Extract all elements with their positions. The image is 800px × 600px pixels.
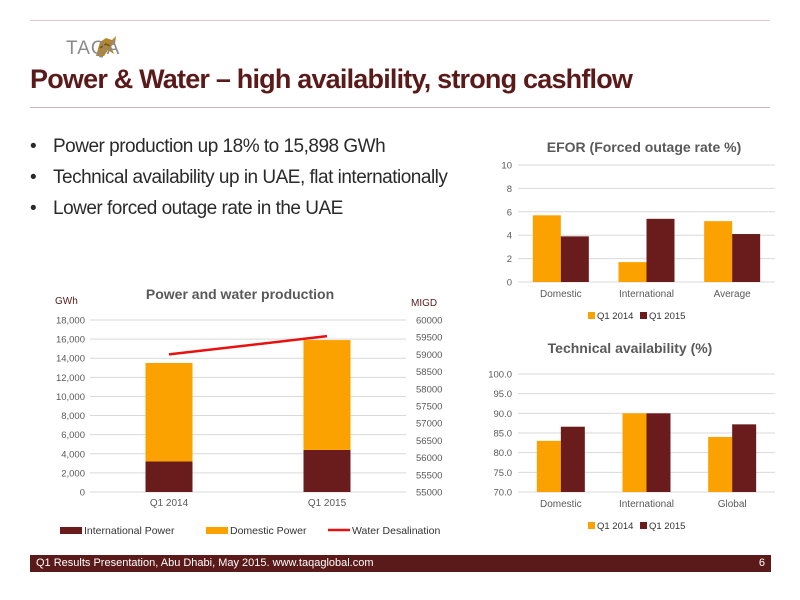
bullet-item: Power production up 18% to 15,898 GWh <box>30 136 447 158</box>
y-tick-right-label: 57000 <box>416 419 442 430</box>
x-tick-label: Global <box>718 499 747 510</box>
y-tick-label: 6 <box>507 207 512 218</box>
y-tick-left-label: 16,000 <box>56 335 85 346</box>
bar-q1-2015 <box>646 413 671 492</box>
legend-label: Q1 2014 <box>597 311 633 322</box>
line-water-desalination <box>168 334 328 356</box>
y-tick-label: 70.0 <box>494 488 513 499</box>
x-tick-label: Domestic <box>540 499 582 510</box>
y-tick-label: 2 <box>507 254 512 265</box>
page-number: 6 <box>758 557 765 569</box>
bar-international-power <box>145 461 193 492</box>
y-tick-left-label: 12,000 <box>56 373 85 384</box>
taqa-logo-icon <box>92 34 120 62</box>
y-tick-label: 10 <box>501 161 512 172</box>
bar-q1-2015 <box>560 236 589 282</box>
footer-bar: Q1 Results Presentation, Abu Dhabi, May … <box>30 555 771 572</box>
bar-q1-2015 <box>732 424 757 492</box>
y-tick-right-label: 59000 <box>416 350 442 361</box>
legend-swatch-icon <box>640 522 647 529</box>
y-axis-right-label: MIGD <box>411 298 437 309</box>
y-tick-left-label: 2,000 <box>61 468 85 479</box>
bar-q1-2014 <box>622 413 647 492</box>
chart-title: Power and water production <box>146 286 334 302</box>
bar-q1-2015 <box>732 234 761 282</box>
legend-label: Q1 2015 <box>649 521 685 532</box>
y-tick-right-label: 58000 <box>416 384 442 395</box>
x-tick-label: International <box>619 499 674 510</box>
bar-q1-2014 <box>708 436 733 492</box>
bar-q1-2014 <box>532 215 561 282</box>
legend-swatch-icon <box>588 312 595 319</box>
bar-q1-2014 <box>536 440 561 492</box>
bar-q1-2015 <box>646 218 675 282</box>
y-tick-label: 85.0 <box>494 429 513 440</box>
x-tick-label: Q1 2014 <box>150 498 189 509</box>
legend-label: Domestic Power <box>230 525 307 537</box>
legend-label: International Power <box>84 525 175 537</box>
y-tick-right-label: 56500 <box>416 436 442 447</box>
y-tick-right-label: 59500 <box>416 333 442 344</box>
x-tick-label: Average <box>714 289 752 300</box>
y-tick-left-label: 8,000 <box>61 411 85 422</box>
bar-q1-2015 <box>560 426 585 492</box>
y-tick-label: 4 <box>507 231 512 242</box>
y-tick-right-label: 58500 <box>416 367 442 378</box>
bar-q1-2014 <box>704 221 733 282</box>
legend-label: Q1 2014 <box>597 521 633 532</box>
chart-title: EFOR (Forced outage rate %) <box>547 139 741 155</box>
y-tick-right-label: 56000 <box>416 453 442 464</box>
legend-swatch-icon <box>588 522 595 529</box>
y-tick-left-label: 14,000 <box>56 354 85 365</box>
footer-text: Q1 Results Presentation, Abu Dhabi, May … <box>36 557 374 569</box>
y-tick-right-label: 60000 <box>416 316 442 327</box>
top-divider <box>30 20 770 21</box>
page-title: Power & Water – high availability, stron… <box>30 64 633 94</box>
y-tick-right-label: 55500 <box>416 470 442 481</box>
y-axis-left-label: GWh <box>55 296 78 307</box>
bar-domestic-power <box>303 340 351 450</box>
bullet-list: Power production up 18% to 15,898 GWh Te… <box>30 136 448 229</box>
y-tick-right-label: 57500 <box>416 402 442 413</box>
y-tick-left-label: 6,000 <box>61 430 85 441</box>
legend-swatch-icon <box>60 527 82 534</box>
y-tick-right-label: 55000 <box>416 488 442 499</box>
bar-domestic-power <box>145 363 193 462</box>
y-tick-left-label: 0 <box>80 488 85 499</box>
legend-swatch-icon <box>640 312 647 319</box>
y-tick-left-label: 10,000 <box>56 392 85 403</box>
legend-swatch-icon <box>206 527 228 534</box>
bar-q1-2014 <box>618 262 647 282</box>
x-tick-label: Domestic <box>540 289 582 300</box>
bullet-item: Lower forced outage rate in the UAE <box>30 198 447 220</box>
y-tick-label: 90.0 <box>494 409 513 420</box>
chart-title: Technical availability (%) <box>548 340 713 356</box>
legend-label: Water Desalination <box>352 525 440 537</box>
logo-text: TAQA <box>66 38 121 59</box>
y-tick-label: 75.0 <box>494 468 513 479</box>
y-tick-label: 8 <box>507 184 512 195</box>
title-divider <box>30 107 770 108</box>
x-tick-label: International <box>619 289 674 300</box>
y-tick-left-label: 4,000 <box>61 449 85 460</box>
x-tick-label: Q1 2015 <box>308 498 347 509</box>
bullet-item: Technical availability up in UAE, flat i… <box>30 167 448 189</box>
legend-label: Q1 2015 <box>649 311 685 322</box>
bar-international-power <box>303 449 351 492</box>
y-tick-left-label: 18,000 <box>56 316 85 327</box>
y-tick-label: 95.0 <box>494 389 513 400</box>
y-tick-label: 100.0 <box>488 370 512 381</box>
y-tick-label: 80.0 <box>494 448 513 459</box>
y-tick-label: 0 <box>507 278 512 289</box>
